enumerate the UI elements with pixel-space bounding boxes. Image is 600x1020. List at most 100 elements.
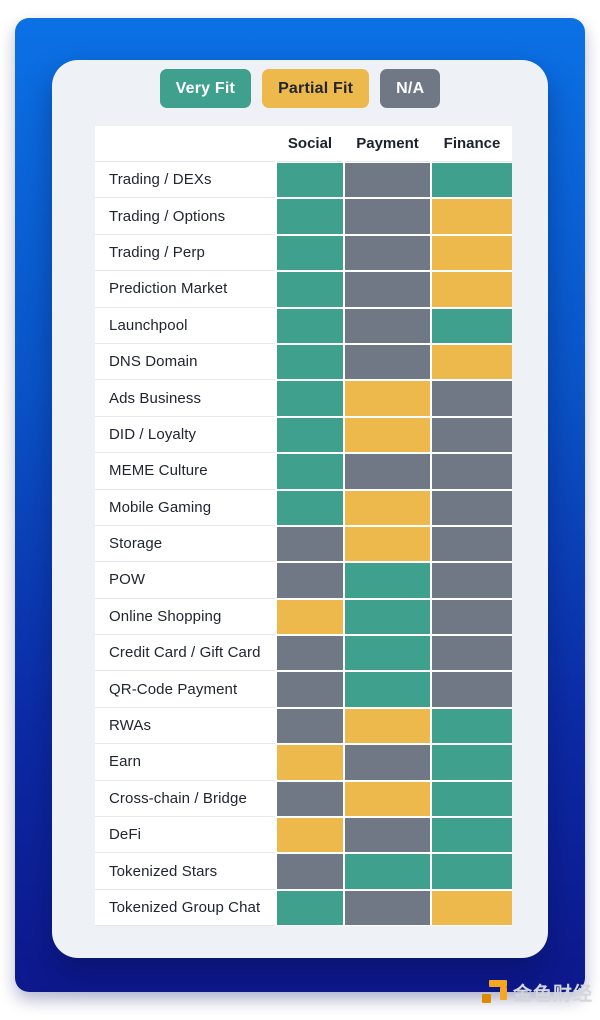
fit-cell-social: [277, 344, 343, 380]
cell-wrap: [277, 271, 343, 308]
row-label: Trading / DEXs: [95, 162, 275, 199]
fit-cell-social: [277, 417, 343, 453]
fit-cell-social: [277, 890, 343, 926]
fit-cell-finance: [432, 344, 512, 380]
column-header-payment: Payment: [345, 126, 430, 162]
watermark-text: 金色财经: [513, 984, 594, 1005]
content-card: Very Fit Partial Fit N/A Social Payment …: [52, 60, 548, 958]
fit-cell-finance: [432, 272, 512, 307]
cell-wrap: [432, 853, 512, 890]
fit-cell-finance: [432, 672, 512, 707]
fit-cell-social: [277, 854, 343, 889]
fit-cell-finance: [432, 381, 512, 416]
cell-wrap: [432, 707, 512, 745]
fit-cell-finance: [432, 163, 512, 198]
fit-cell-social: [277, 818, 343, 853]
fit-cell-social: [277, 163, 343, 198]
cell-wrap: [277, 707, 343, 745]
fit-cell-finance: [432, 526, 512, 562]
fit-cell-finance: [432, 854, 512, 889]
row-label: Tokenized Group Chat: [95, 889, 275, 927]
fit-cell-social: [277, 599, 343, 635]
table-body: Trading / DEXs Trading / Options Trading /…: [95, 162, 512, 927]
cell-wrap: [345, 744, 430, 781]
table-row: POW: [95, 562, 512, 599]
row-label: Online Shopping: [95, 598, 275, 636]
fit-cell-payment: [345, 272, 430, 307]
fit-cell-social: [277, 454, 343, 489]
cell-wrap: [432, 198, 512, 235]
header-corner-cell: [95, 126, 275, 162]
cell-wrap: [277, 234, 343, 272]
fit-cell-payment: [345, 454, 430, 489]
table-row: Storage: [95, 525, 512, 563]
table-row: Earn: [95, 744, 512, 781]
fit-cell-social: [277, 636, 343, 671]
cell-wrap: [277, 853, 343, 890]
cell-wrap: [277, 307, 343, 344]
row-label: Credit Card / Gift Card: [95, 635, 275, 672]
fit-cell-social: [277, 745, 343, 780]
table-row: RWAs: [95, 707, 512, 745]
cell-wrap: [345, 562, 430, 599]
cell-wrap: [432, 453, 512, 490]
cell-wrap: [345, 671, 430, 708]
fit-cell-finance: [432, 417, 512, 453]
row-label: Ads Business: [95, 380, 275, 417]
cell-wrap: [345, 889, 430, 927]
row-label: Storage: [95, 525, 275, 563]
cell-wrap: [432, 598, 512, 636]
cell-wrap: [432, 671, 512, 708]
row-label: Prediction Market: [95, 271, 275, 308]
table-row: DNS Domain: [95, 343, 512, 381]
cell-wrap: [432, 780, 512, 818]
fit-cell-finance: [432, 199, 512, 234]
cell-wrap: [277, 416, 343, 454]
table-row: QR-Code Payment: [95, 671, 512, 708]
fit-cell-social: [277, 272, 343, 307]
cell-wrap: [345, 380, 430, 417]
table-row: Tokenized Group Chat: [95, 889, 512, 927]
cell-wrap: [345, 453, 430, 490]
table-row: Ads Business: [95, 380, 512, 417]
fit-cell-finance: [432, 454, 512, 489]
fit-cell-payment: [345, 599, 430, 635]
cell-wrap: [345, 707, 430, 745]
row-label: DeFi: [95, 817, 275, 854]
fit-cell-payment: [345, 417, 430, 453]
fit-cell-payment: [345, 672, 430, 707]
row-label: Trading / Options: [95, 198, 275, 235]
legend: Very Fit Partial Fit N/A: [52, 60, 548, 108]
cell-wrap: [345, 416, 430, 454]
cell-wrap: [277, 780, 343, 818]
row-label: QR-Code Payment: [95, 671, 275, 708]
cell-wrap: [277, 162, 343, 199]
fit-cell-payment: [345, 854, 430, 889]
legend-chip-na: N/A: [380, 69, 441, 108]
row-label: Trading / Perp: [95, 234, 275, 272]
cell-wrap: [345, 780, 430, 818]
fit-cell-finance: [432, 890, 512, 926]
fit-cell-social: [277, 526, 343, 562]
cell-wrap: [432, 271, 512, 308]
fit-cell-finance: [432, 781, 512, 817]
table-row: Trading / Options: [95, 198, 512, 235]
cell-wrap: [432, 817, 512, 854]
cell-wrap: [277, 817, 343, 854]
cell-wrap: [432, 489, 512, 526]
fit-cell-payment: [345, 490, 430, 525]
cell-wrap: [277, 889, 343, 927]
fit-cell-finance: [432, 708, 512, 744]
fit-cell-payment: [345, 199, 430, 234]
cell-wrap: [277, 489, 343, 526]
cell-wrap: [345, 271, 430, 308]
table-header-row: Social Payment Finance: [95, 126, 512, 162]
cell-wrap: [277, 343, 343, 381]
column-header-finance: Finance: [432, 126, 512, 162]
cell-wrap: [345, 307, 430, 344]
fit-cell-finance: [432, 490, 512, 525]
cell-wrap: [277, 635, 343, 672]
fit-cell-payment: [345, 708, 430, 744]
table-row: Prediction Market: [95, 271, 512, 308]
cell-wrap: [277, 562, 343, 599]
